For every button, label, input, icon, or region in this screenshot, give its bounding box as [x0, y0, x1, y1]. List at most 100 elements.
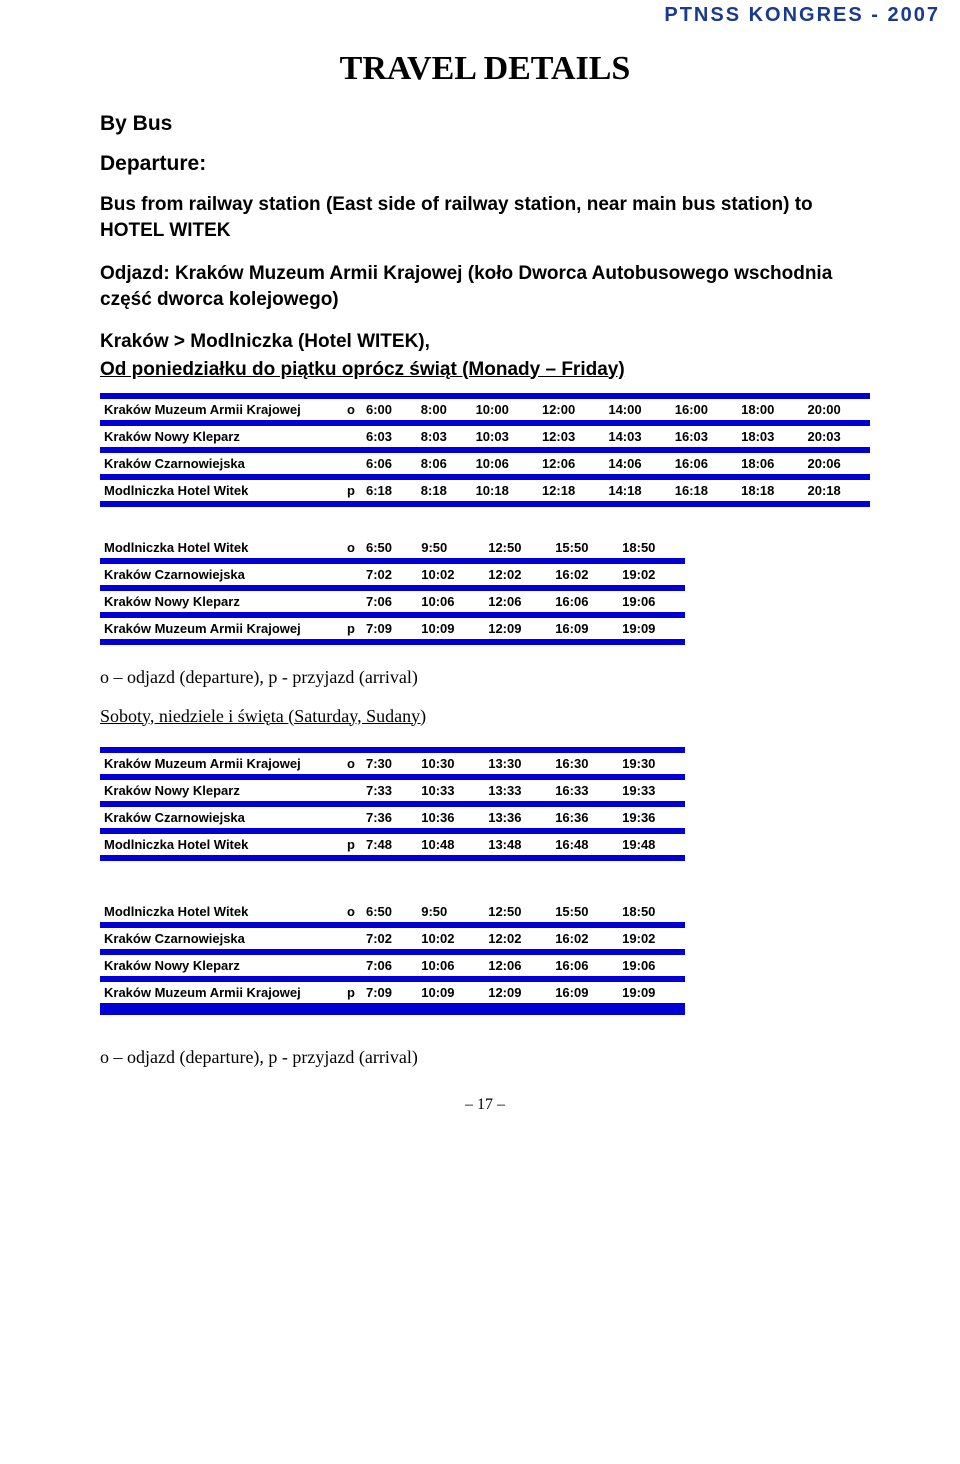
time-cell: 7:02	[362, 564, 417, 585]
time-cell: 8:03	[417, 426, 472, 447]
table-row: Kraków Muzeum Armii Krajowej p 7:09 10:0…	[100, 618, 685, 639]
time-cell: 12:50	[484, 901, 551, 922]
time-cell: 12:02	[484, 928, 551, 949]
time-cell: 7:06	[362, 955, 417, 976]
time-cell: 6:03	[362, 426, 417, 447]
time-cell: 16:06	[551, 955, 618, 976]
time-cell: 16:00	[671, 399, 737, 420]
time-cell: 16:02	[551, 564, 618, 585]
time-cell: 16:30	[551, 753, 618, 774]
time-cell: 19:30	[618, 753, 685, 774]
dir-cell	[340, 453, 362, 474]
time-cell: 18:06	[737, 453, 803, 474]
table-row: Modlniczka Hotel Witek p 6:18 8:18 10:18…	[100, 480, 870, 501]
route-heading: Kraków > Modlniczka (Hotel WITEK),	[100, 331, 870, 353]
time-cell: 16:06	[671, 453, 737, 474]
time-cell: 19:33	[618, 780, 685, 801]
time-cell: 10:06	[417, 591, 484, 612]
time-cell: 7:33	[362, 780, 417, 801]
stop-cell: Kraków Muzeum Armii Krajowej	[100, 399, 340, 420]
time-cell: 9:50	[417, 901, 484, 922]
intro-english: Bus from railway station (East side of r…	[100, 192, 870, 243]
time-cell: 15:50	[551, 537, 618, 558]
time-cell: 19:09	[618, 618, 685, 639]
time-cell: 10:09	[417, 982, 484, 1003]
table-row: Modlniczka Hotel Witek p 7:48 10:48 13:4…	[100, 834, 685, 855]
time-cell: 12:09	[484, 618, 551, 639]
time-cell: 19:09	[618, 982, 685, 1003]
time-cell: 19:02	[618, 564, 685, 585]
table-row: Modlniczka Hotel Witek o 6:50 9:50 12:50…	[100, 901, 685, 922]
dir-cell: p	[340, 618, 362, 639]
time-cell: 8:06	[417, 453, 472, 474]
time-cell: 12:06	[484, 955, 551, 976]
time-cell: 6:00	[362, 399, 417, 420]
time-cell: 14:06	[604, 453, 670, 474]
table-row: Kraków Nowy Kleparz 7:33 10:33 13:33 16:…	[100, 780, 685, 801]
stop-cell: Kraków Czarnowiejska	[100, 564, 340, 585]
time-cell: 20:03	[804, 426, 870, 447]
time-cell: 10:48	[417, 834, 484, 855]
time-cell: 19:48	[618, 834, 685, 855]
time-cell: 13:48	[484, 834, 551, 855]
time-cell: 10:03	[472, 426, 538, 447]
time-cell: 20:06	[804, 453, 870, 474]
heading-departure: Departure:	[100, 152, 870, 176]
dir-cell	[340, 928, 362, 949]
schedule-weekday-out: Kraków Muzeum Armii Krajowej o 6:00 8:00…	[100, 393, 870, 507]
stop-cell: Modlniczka Hotel Witek	[100, 901, 340, 922]
weekend-heading: Soboty, niedziele i święta (Saturday, Su…	[100, 706, 870, 727]
dir-cell: o	[340, 537, 362, 558]
dir-cell: o	[340, 901, 362, 922]
time-cell: 10:33	[417, 780, 484, 801]
dir-cell: p	[340, 480, 362, 501]
time-cell: 10:06	[417, 955, 484, 976]
time-cell: 15:50	[551, 901, 618, 922]
schedule-weekday-return: Modlniczka Hotel Witek o 6:50 9:50 12:50…	[100, 537, 685, 645]
stop-cell: Modlniczka Hotel Witek	[100, 834, 340, 855]
stop-cell: Kraków Muzeum Armii Krajowej	[100, 753, 340, 774]
dir-cell: o	[340, 399, 362, 420]
time-cell: 8:00	[417, 399, 472, 420]
time-cell: 7:48	[362, 834, 417, 855]
time-cell: 7:30	[362, 753, 417, 774]
heading-by-bus: By Bus	[100, 112, 870, 136]
time-cell: 16:36	[551, 807, 618, 828]
legend-text: o – odjazd (departure), p - przyjazd (ar…	[100, 667, 870, 688]
dir-cell	[340, 564, 362, 585]
time-cell: 16:33	[551, 780, 618, 801]
time-cell: 7:09	[362, 982, 417, 1003]
stop-cell: Modlniczka Hotel Witek	[100, 480, 340, 501]
time-cell: 12:06	[484, 591, 551, 612]
time-cell: 6:06	[362, 453, 417, 474]
table-row: Kraków Czarnowiejska 7:36 10:36 13:36 16…	[100, 807, 685, 828]
time-cell: 13:36	[484, 807, 551, 828]
time-cell: 20:00	[804, 399, 870, 420]
dir-cell	[340, 955, 362, 976]
stop-cell: Kraków Muzeum Armii Krajowej	[100, 618, 340, 639]
time-cell: 16:09	[551, 982, 618, 1003]
time-cell: 7:36	[362, 807, 417, 828]
time-cell: 10:02	[417, 564, 484, 585]
page-number: – 17 –	[100, 1096, 870, 1114]
dir-cell: p	[340, 982, 362, 1003]
table-row: Kraków Nowy Kleparz 7:06 10:06 12:06 16:…	[100, 955, 685, 976]
time-cell: 14:03	[604, 426, 670, 447]
stop-cell: Kraków Nowy Kleparz	[100, 780, 340, 801]
page-title: TRAVEL DETAILS	[100, 50, 870, 88]
time-cell: 18:00	[737, 399, 803, 420]
time-cell: 18:50	[618, 901, 685, 922]
table-row: Kraków Muzeum Armii Krajowej o 6:00 8:00…	[100, 399, 870, 420]
time-cell: 10:09	[417, 618, 484, 639]
time-cell: 14:00	[604, 399, 670, 420]
time-cell: 16:06	[551, 591, 618, 612]
time-cell: 19:36	[618, 807, 685, 828]
time-cell: 12:50	[484, 537, 551, 558]
time-cell: 12:06	[538, 453, 604, 474]
time-cell: 14:18	[604, 480, 670, 501]
stop-cell: Kraków Muzeum Armii Krajowej	[100, 982, 340, 1003]
schedule-weekend-return: Modlniczka Hotel Witek o 6:50 9:50 12:50…	[100, 901, 685, 1015]
time-cell: 12:03	[538, 426, 604, 447]
time-cell: 12:02	[484, 564, 551, 585]
time-cell: 19:06	[618, 591, 685, 612]
